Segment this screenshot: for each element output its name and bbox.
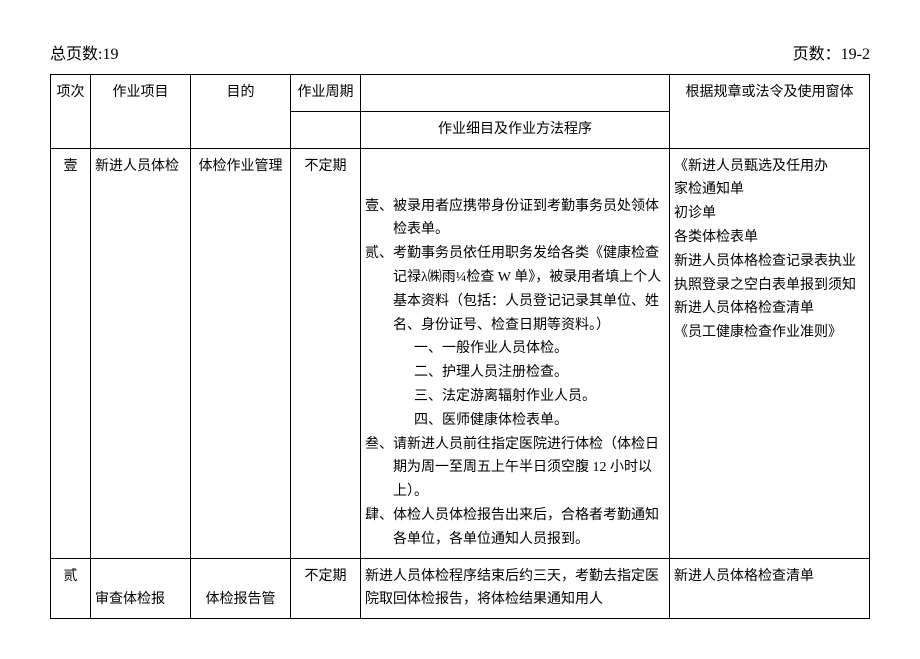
detail-line: 新进人员体检程序结束后约三天，考勤去指定医院取回体检报告，将体检结果通知用人 <box>365 565 665 613</box>
detail-block: 新进人员体检程序结束后约三天，考勤去指定医院取回体检报告，将体检结果通知用人 <box>365 565 665 613</box>
basis-line: 《员工健康检查作业准则》 <box>674 321 865 345</box>
cell-period: 不定期 <box>291 558 361 619</box>
cell-detail: 新进人员体检程序结束后约三天，考勤去指定医院取回体检报告，将体检结果通知用人 <box>361 558 670 619</box>
cell-num: 贰 <box>51 558 91 619</box>
main-table: 项次 作业项目 目的 作业周期 根据规章或法令及使用窗体 作业细目及作业方法程序… <box>50 74 870 619</box>
detail-line: 叁、请新进人员前往指定医院进行体检（体检日期为周一至周五上午半日须空腹 12 小… <box>365 433 665 504</box>
col-header-detail-blank <box>361 75 670 112</box>
cell-purpose: 体检作业管理 <box>191 148 291 558</box>
table-header-row: 项次 作业项目 目的 作业周期 根据规章或法令及使用窗体 <box>51 75 870 112</box>
col-header-period: 作业周期 <box>291 75 361 112</box>
basis-line: 新进人员体格检查记录表执业执照登录之空白表单报到须知 <box>674 250 865 298</box>
col-header-basis: 根据规章或法令及使用窗体 <box>670 75 870 149</box>
page-number: 页数：19-2 <box>793 40 870 64</box>
table-row: 贰 审查体检报 体检报告管 不定期 新进人员体检程序结束后约三天，考勤去指定医院… <box>51 558 870 619</box>
col-header-num: 项次 <box>51 75 91 149</box>
basis-line: 《新进人员甄选及任用办 <box>674 155 865 179</box>
detail-line: 一、一般作业人员体检。 <box>365 337 665 361</box>
col-header-purpose: 目的 <box>191 75 291 149</box>
col-header-item: 作业项目 <box>91 75 191 149</box>
detail-line: 二、护理人员注册检查。 <box>365 361 665 385</box>
cell-item: 审查体检报 <box>91 558 191 619</box>
detail-line: 肆、体检人员体检报告出来后，合格者考勤通知各单位，各单位通知人员报到。 <box>365 504 665 552</box>
basis-line: 新进人员体格检查清单 <box>674 565 865 589</box>
table-row: 壹 新进人员体检 体检作业管理 不定期 壹、被录用者应携带身份证到考勤事务员处领… <box>51 148 870 558</box>
detail-line: 贰、考勤事务员依任用职务发给各类《健康检查记禄λ㈱雨¼检查 W 单》，被录用者填… <box>365 242 665 337</box>
cell-purpose: 体检报告管 <box>191 558 291 619</box>
col-header-period-blank <box>291 111 361 148</box>
cell-item: 新进人员体检 <box>91 148 191 558</box>
detail-line: 三、法定游离辐射作业人员。 <box>365 385 665 409</box>
detail-block: 壹、被录用者应携带身份证到考勤事务员处领体检表单。 贰、考勤事务员依任用职务发给… <box>365 195 665 552</box>
detail-line: 壹、被录用者应携带身份证到考勤事务员处领体检表单。 <box>365 195 665 243</box>
total-pages: 总页数:19 <box>50 40 118 64</box>
basis-line: 初诊单 <box>674 202 865 226</box>
cell-period: 不定期 <box>291 148 361 558</box>
col-header-detail: 作业细目及作业方法程序 <box>361 111 670 148</box>
basis-line: 新进人员体格检查清单 <box>674 297 865 321</box>
cell-basis: 《新进人员甄选及任用办 家检通知单 初诊单 各类体检表单 新进人员体格检查记录表… <box>670 148 870 558</box>
cell-num: 壹 <box>51 148 91 558</box>
cell-detail: 壹、被录用者应携带身份证到考勤事务员处领体检表单。 贰、考勤事务员依任用职务发给… <box>361 148 670 558</box>
detail-line: 四、医师健康体检表单。 <box>365 409 665 433</box>
cell-basis: 新进人员体格检查清单 <box>670 558 870 619</box>
page-header: 总页数:19 页数：19-2 <box>50 40 870 64</box>
basis-line: 各类体检表单 <box>674 226 865 250</box>
basis-line: 家检通知单 <box>674 178 865 202</box>
